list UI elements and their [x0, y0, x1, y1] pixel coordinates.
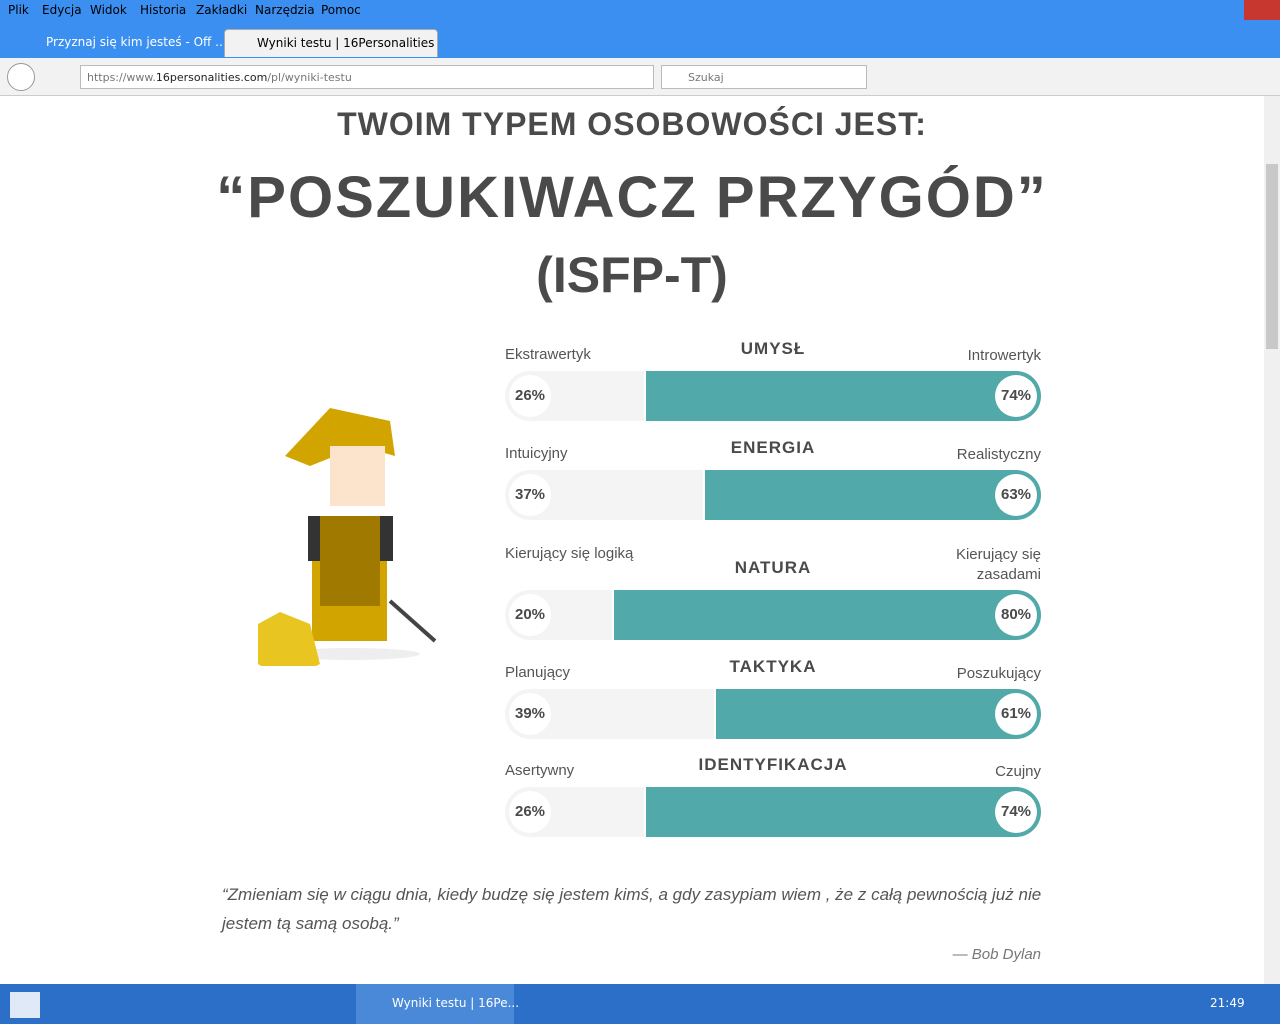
left-percent: 39% — [509, 693, 551, 735]
menu-item[interactable]: Pomoc — [321, 3, 361, 17]
quote-author: — Bob Dylan — [952, 946, 1041, 963]
right-label: Introwertyk — [967, 347, 1041, 364]
trait-name: TAKTYKA — [729, 657, 817, 676]
menu-item[interactable]: Edycja — [42, 3, 82, 17]
right-percent: 74% — [995, 375, 1037, 417]
quote: “Zmieniam się w ciągu dnia, kiedy budzę … — [222, 885, 1042, 933]
trait-name: ENERGIA — [730, 438, 816, 457]
left-label: Ekstrawertyk — [505, 346, 591, 363]
heading: TWOIM TYPEM OSOBOWOŚCI JEST: — [337, 106, 927, 142]
right-percent: 80% — [995, 594, 1037, 636]
trait-name: IDENTYFIKACJA — [698, 755, 848, 774]
left-label: Kierujący się logiką — [505, 545, 634, 562]
menu-item[interactable]: Plik — [8, 3, 29, 17]
tab[interactable]: Przyznaj się kim jesteś - Off ... — [46, 35, 227, 49]
search-box[interactable]: Szukaj — [661, 65, 867, 89]
type-name: “POSZUKIWACZ PRZYGÓD” — [216, 165, 1048, 230]
right-label: Poszukujący — [956, 665, 1041, 682]
menu-item[interactable]: Narzędzia — [255, 3, 315, 17]
tab[interactable]: Wyniki testu | 16Personalities — [224, 29, 438, 57]
page-content: TWOIM TYPEM OSOBOWOŚCI JEST: “POSZUKIWAC… — [0, 96, 1264, 984]
url-scheme: https://www. — [87, 71, 156, 84]
right-percent: 74% — [995, 791, 1037, 833]
right-bar — [614, 590, 1041, 640]
start-button[interactable] — [10, 992, 40, 1018]
right-label: Kierujący się zasadami — [955, 546, 1041, 583]
url-bar[interactable]: https://www.16personalities.com/pl/wynik… — [80, 65, 654, 89]
left-percent: 26% — [509, 791, 551, 833]
right-bar — [646, 787, 1041, 837]
character-illustration — [258, 408, 437, 666]
back-button[interactable] — [7, 63, 35, 91]
title-bar — [0, 0, 1280, 58]
taskbar: Wyniki testu | 16Pe... 21:49 — [0, 984, 1280, 1024]
left-label: Asertywny — [505, 762, 575, 779]
menu-item[interactable]: Zakładki — [196, 3, 248, 17]
left-label: Planujący — [505, 664, 571, 681]
close-button[interactable] — [1244, 0, 1280, 20]
right-percent: 61% — [995, 693, 1037, 735]
scrollbar[interactable] — [1264, 96, 1280, 984]
left-percent: 20% — [509, 594, 551, 636]
task-button[interactable]: Wyniki testu | 16Pe... — [356, 984, 519, 1024]
right-label: Realistyczny — [956, 446, 1041, 463]
left-label: Intuicyjny — [505, 445, 568, 462]
right-percent: 63% — [995, 474, 1037, 516]
type-code: (ISFP-T) — [536, 247, 728, 303]
right-label: Czujny — [995, 763, 1041, 780]
url-path: /pl/wyniki-testu — [267, 71, 352, 84]
menu-item[interactable]: Widok — [90, 3, 127, 17]
trait-name: UMYSŁ — [740, 339, 806, 358]
clock: 21:49 — [1210, 996, 1245, 1010]
right-bar — [646, 371, 1041, 421]
url-domain: 16personalities.com — [155, 71, 268, 84]
left-percent: 37% — [509, 474, 551, 516]
right-bar — [716, 689, 1041, 739]
left-percent: 26% — [509, 375, 551, 417]
right-bar — [705, 470, 1041, 520]
trait-name: NATURA — [734, 558, 812, 577]
menu-item[interactable]: Historia — [140, 3, 187, 17]
